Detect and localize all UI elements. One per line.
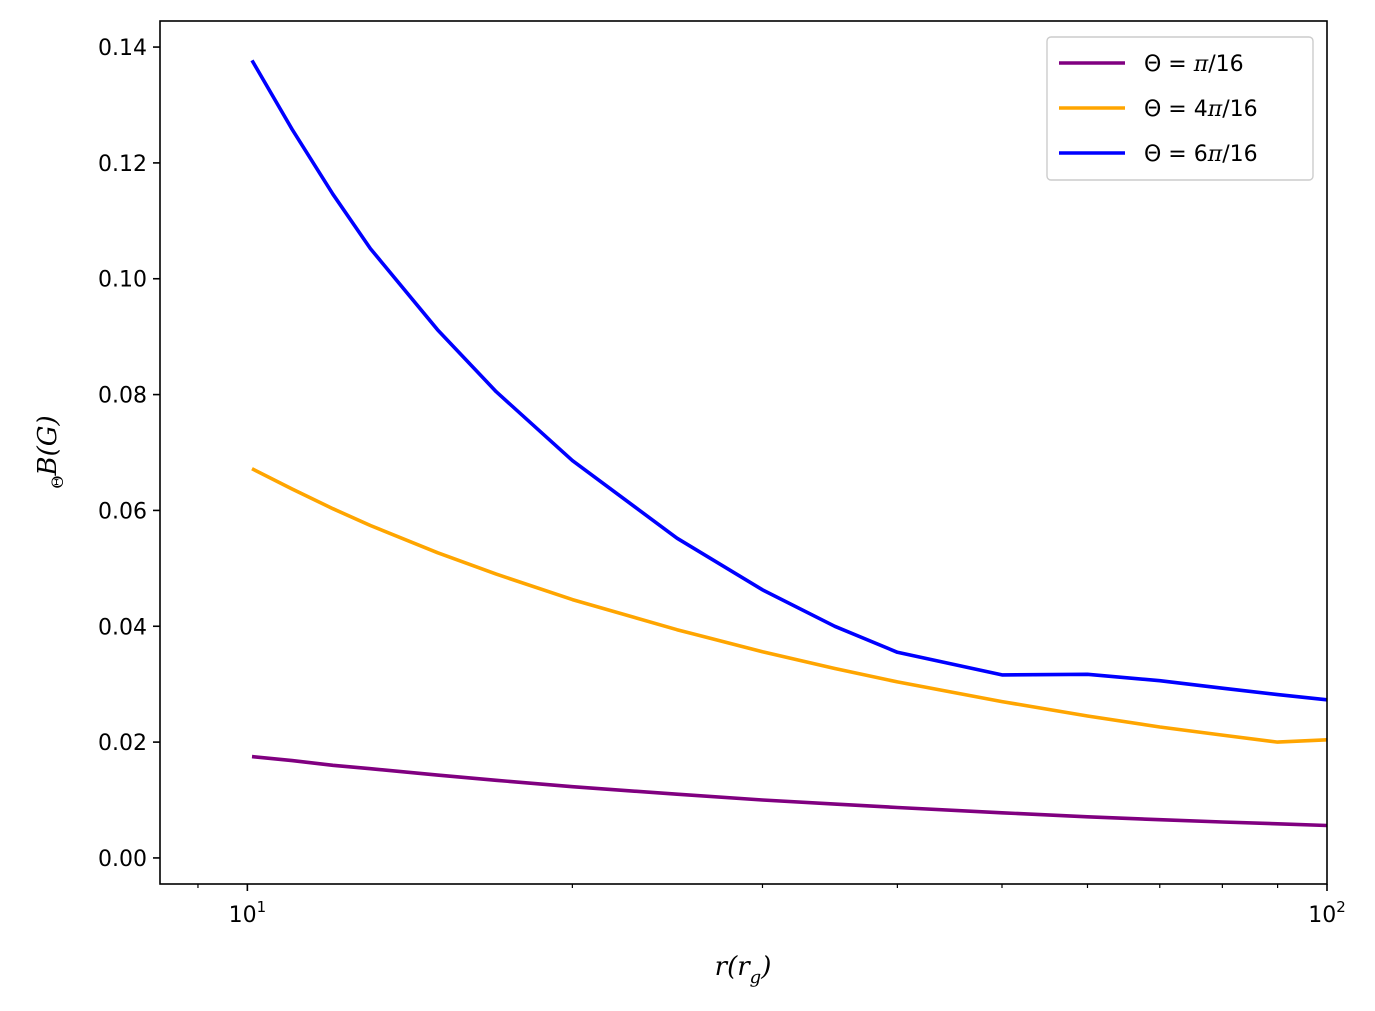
x-tick-label: 101 [229,898,267,928]
series-line-2 [251,467,1328,744]
x-axis-label: r(rg) [715,952,772,988]
legend-box [1046,36,1314,181]
plot-frame [159,20,1328,885]
series-layer [250,59,1328,828]
y-tick-label: 0.14 [98,36,147,61]
y-axis-label: ΘB(G) [33,415,67,488]
series-line-1 [251,754,1328,828]
x-tick-label: 102 [1308,898,1346,928]
y-tick-label: 0.00 [98,847,147,872]
y-axis: 0.00 0.02 0.04 0.06 0.08 0.10 0.12 0.14 [98,36,160,872]
legend: Θ = π/16 Θ = 4π/16 Θ = 6π/16 [1046,36,1314,181]
y-tick-label: 0.12 [98,152,147,177]
legend-label-1: Θ = π/16 [1144,52,1244,77]
y-tick-label: 0.08 [98,384,147,409]
series-line-3 [250,59,1328,702]
y-tick-label: 0.06 [98,499,147,524]
y-tick-label: 0.04 [98,615,147,640]
x-axis: 101 102 [197,884,1346,928]
legend-label-3: Θ = 6π/16 [1144,142,1258,167]
legend-label-2: Θ = 4π/16 [1144,97,1258,122]
y-tick-label: 0.10 [98,268,147,293]
y-tick-label: 0.02 [98,731,147,756]
